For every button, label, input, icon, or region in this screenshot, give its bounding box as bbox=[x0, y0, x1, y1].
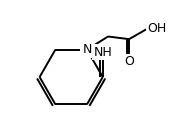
Text: OH: OH bbox=[147, 22, 167, 35]
Text: O: O bbox=[124, 55, 134, 68]
Text: N: N bbox=[82, 43, 92, 56]
Text: NH: NH bbox=[93, 45, 112, 59]
